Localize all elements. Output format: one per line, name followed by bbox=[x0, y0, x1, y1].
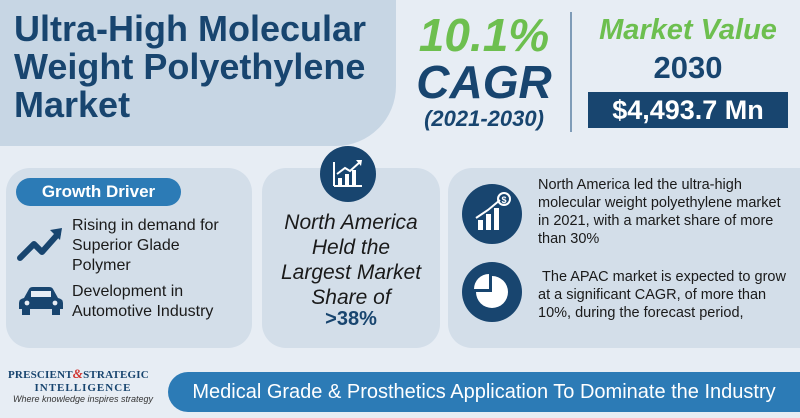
logo-line-2: INTELLIGENCE bbox=[34, 382, 132, 394]
growth-driver-item-2-line-2: Automotive Industry bbox=[72, 303, 214, 320]
center-statement: North America Held the Largest Market Sh… bbox=[262, 210, 440, 310]
svg-text:$: $ bbox=[501, 195, 506, 205]
title-panel bbox=[0, 0, 396, 146]
company-logo: PRESCIENT&STRATEGIC INTELLIGENCE Where k… bbox=[8, 366, 158, 404]
car-icon bbox=[19, 287, 63, 315]
title-line-3: Market bbox=[14, 84, 131, 125]
growth-driver-item-2-line-1: Development in bbox=[72, 283, 184, 300]
pie-chart-icon bbox=[462, 262, 522, 322]
line-chart-icon bbox=[320, 146, 376, 202]
cagr-label: CAGR bbox=[416, 56, 552, 108]
center-line-2: Held the bbox=[311, 236, 391, 259]
cagr-value: 10.1% bbox=[418, 9, 550, 61]
growth-driver-item-2: Development in Automotive Industry bbox=[72, 282, 213, 322]
trend-up-arrow-icon bbox=[17, 228, 62, 261]
growth-bar-dollar-icon: $ bbox=[462, 184, 522, 244]
market-value-amount: $4,493.7 Mn bbox=[588, 92, 788, 128]
logo-word-strategic: STRATEGIC bbox=[83, 369, 149, 381]
logo-line-1: PRESCIENT&STRATEGIC bbox=[8, 366, 158, 382]
logo-word-prescient: PRESCIENT bbox=[8, 369, 73, 381]
center-share-value: >38% bbox=[325, 308, 377, 330]
center-line-4: Share of bbox=[311, 286, 391, 309]
growth-driver-item-1: Rising in demand for Superior Glade Poly… bbox=[72, 216, 219, 276]
growth-driver-item-1-line-2: Superior Glade bbox=[72, 237, 180, 254]
bottom-banner: Medical Grade & Prosthetics Application … bbox=[168, 372, 800, 412]
cagr-period: (2021-2030) bbox=[424, 106, 544, 131]
growth-driver-item-1-line-1: Rising in demand for bbox=[72, 217, 219, 234]
title-line-1: Ultra-High Molecular bbox=[14, 8, 367, 49]
logo-ampersand: & bbox=[72, 366, 84, 381]
growth-driver-badge: Growth Driver bbox=[16, 178, 181, 206]
market-value-title: Market Value bbox=[599, 14, 777, 46]
insight-text-1: North America led the ultra-high molecul… bbox=[538, 177, 781, 247]
center-line-1: North America bbox=[284, 211, 418, 234]
insight-text-2: The APAC market is expected to grow at a… bbox=[538, 269, 790, 321]
divider bbox=[570, 12, 572, 132]
logo-tagline: Where knowledge inspires strategy bbox=[12, 394, 154, 404]
title-line-2: Weight Polyethylene bbox=[14, 46, 366, 87]
center-line-3: Largest Market bbox=[280, 261, 422, 284]
market-value-year: 2030 bbox=[653, 50, 723, 85]
growth-driver-item-1-line-3: Polymer bbox=[72, 257, 131, 274]
page-title: Ultra-High Molecular Weight Polyethylene… bbox=[14, 10, 394, 124]
